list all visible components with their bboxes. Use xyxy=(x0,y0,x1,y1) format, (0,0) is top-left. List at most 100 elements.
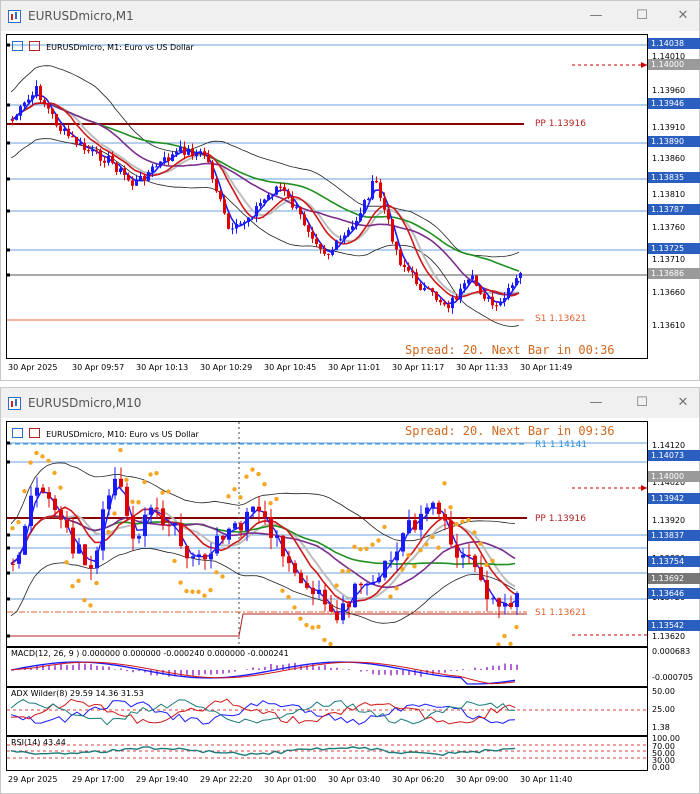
candle-body xyxy=(323,589,327,605)
chart-window-icon xyxy=(8,10,21,23)
candle-body xyxy=(197,554,201,557)
candle-body xyxy=(227,528,231,540)
ma-purple xyxy=(10,515,516,589)
candle-body xyxy=(75,136,78,145)
candle-body xyxy=(63,128,66,131)
candle-body xyxy=(287,191,290,197)
rsi-tick: 50.00 xyxy=(652,749,675,758)
candle-body xyxy=(503,602,507,607)
price-badge: 1.13787 xyxy=(648,204,700,215)
level-marker xyxy=(7,571,10,575)
psar-dot xyxy=(214,570,219,575)
psar-dot xyxy=(112,511,117,516)
rsi-subwindow[interactable]: RSI(14) 43.44 xyxy=(6,736,648,771)
candle-body xyxy=(375,180,378,183)
candle-body xyxy=(99,150,102,161)
window-titlebar[interactable]: EURUSDmicro,M1 — ☐ ✕ xyxy=(1,1,699,31)
window-title: EURUSDmicro,M1 xyxy=(28,9,134,23)
candle-body xyxy=(283,187,286,192)
candle-body xyxy=(59,125,62,131)
price-badge: 1.13946 xyxy=(648,98,700,109)
close-button[interactable]: ✕ xyxy=(677,395,689,410)
candle-body xyxy=(415,272,418,284)
adx-canvas[interactable] xyxy=(7,688,648,736)
chart-stats-icon[interactable] xyxy=(28,41,40,51)
candle-body xyxy=(311,231,314,239)
candle-body xyxy=(419,283,422,290)
pivot-pp-label: PP 1.13916 xyxy=(535,514,586,524)
candle-body xyxy=(511,285,514,289)
time-axis-m1[interactable]: 30 Apr 2025 30 Apr 09:57 30 Apr 10:13 30 Ap… xyxy=(6,359,648,379)
candle-body xyxy=(319,244,322,250)
psar-dot xyxy=(46,458,51,463)
minimize-button[interactable]: — xyxy=(589,395,603,410)
level-marker xyxy=(7,441,10,445)
candle-body xyxy=(247,217,250,223)
candle-body xyxy=(293,563,297,573)
spread-info: Spread: 20. Next Bar in 09:36 xyxy=(405,424,615,438)
macd-canvas[interactable] xyxy=(7,648,648,687)
price-chart-m1[interactable]: EURUSDmicro, M1: Euro vs US Dollar PP 1.… xyxy=(6,34,648,359)
candle-body xyxy=(495,305,498,307)
chart-window-m1[interactable]: EURUSDmicro,M1 — ☐ ✕ EURUSDmicro, M1: Eu… xyxy=(0,0,700,381)
candle-body xyxy=(363,200,366,214)
candle-body xyxy=(47,103,50,109)
price-axis-m1[interactable]: 1.14010 1.13960 1.13910 1.13860 1.13810 1.137… xyxy=(648,34,700,359)
candle-body xyxy=(437,502,441,515)
maximize-button[interactable]: ☐ xyxy=(636,8,648,23)
candle-body xyxy=(11,119,14,121)
candle-body xyxy=(39,86,42,101)
candle-body xyxy=(65,519,69,528)
candle-body xyxy=(161,508,165,526)
minimize-button[interactable]: — xyxy=(589,8,603,23)
level-marker xyxy=(7,597,10,601)
chart-window-m10[interactable]: EURUSDmicro,M10 — ☐ ✕ EURUSDmicro, M10: … xyxy=(0,387,700,794)
macd-subwindow[interactable]: MACD(12, 26, 9 ) 0.000000 0.000000 -0.00… xyxy=(6,647,648,687)
adx-tick: 50.00 xyxy=(652,687,675,696)
candle-body xyxy=(515,593,519,608)
candle-body xyxy=(335,240,338,250)
candle-body xyxy=(17,554,21,564)
ma-purple xyxy=(10,102,520,296)
adx-axis: 50.00 25.00 1.38 xyxy=(648,687,700,736)
candle-body xyxy=(263,199,266,204)
price-chart-m10[interactable]: EURUSDmicro, M10: Euro vs US Dollar Spre… xyxy=(6,421,648,647)
candle-body xyxy=(167,525,171,527)
price-chart-canvas[interactable] xyxy=(7,35,648,359)
psar-dot xyxy=(94,580,99,586)
adx-subwindow[interactable]: ADX Wilder(8) 29.59 14.36 31.53 xyxy=(6,687,648,736)
candle-body xyxy=(207,155,210,163)
candle-body xyxy=(267,194,270,200)
candle-body xyxy=(235,223,238,229)
close-button[interactable]: ✕ xyxy=(677,8,689,23)
chart-menu-icon[interactable] xyxy=(12,428,23,438)
candle-body xyxy=(233,523,237,529)
candle-body xyxy=(389,560,393,562)
adx-tick: 25.00 xyxy=(652,705,675,714)
candle-body xyxy=(331,249,334,255)
psar-dot xyxy=(370,542,375,547)
candle-body xyxy=(299,572,303,584)
candle-body xyxy=(173,523,177,526)
window-titlebar[interactable]: EURUSDmicro,M10 — ☐ ✕ xyxy=(1,388,699,418)
candle-body xyxy=(329,604,333,612)
time-tick: 30 Apr 11:01 xyxy=(328,363,381,372)
chart-stats-icon[interactable] xyxy=(28,428,40,438)
rsi-tick: 100.00 xyxy=(652,734,680,743)
candle-body xyxy=(221,535,225,540)
adx-tick: 1.38 xyxy=(652,723,670,732)
price-chart-canvas[interactable] xyxy=(7,422,648,647)
psar-dot xyxy=(286,594,291,600)
candle-body xyxy=(407,267,410,271)
candle-body xyxy=(407,520,411,534)
rsi-canvas[interactable] xyxy=(7,737,648,771)
candle-body xyxy=(443,514,447,521)
maximize-button[interactable]: ☐ xyxy=(636,395,648,410)
candle-body xyxy=(353,583,357,608)
ma-red xyxy=(10,102,520,298)
price-axis-m10[interactable]: 1.141201.140201.139201.138201.137201.136… xyxy=(648,421,700,647)
candle-body xyxy=(83,142,86,151)
candle-body xyxy=(295,207,298,209)
time-axis-m10[interactable]: 29 Apr 2025 29 Apr 17:00 29 Apr 19:40 29 Ap… xyxy=(6,771,648,791)
chart-menu-icon[interactable] xyxy=(12,41,23,51)
